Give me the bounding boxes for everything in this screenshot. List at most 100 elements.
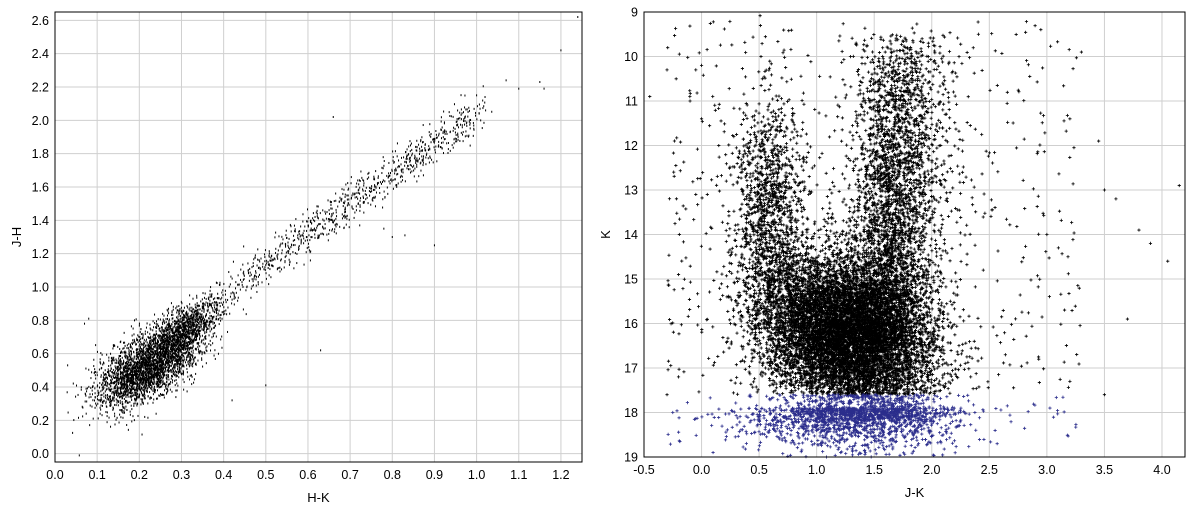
left-data-point bbox=[180, 334, 182, 337]
left-data-point bbox=[140, 398, 142, 401]
left-data-point bbox=[164, 352, 166, 355]
left-data-point bbox=[518, 87, 520, 90]
left-data-point bbox=[116, 391, 118, 394]
left-data-point bbox=[139, 338, 141, 341]
left-data-point bbox=[181, 354, 183, 357]
left-data-point bbox=[268, 255, 270, 258]
left-data-point bbox=[198, 341, 200, 344]
left-data-point bbox=[344, 211, 346, 214]
left-data-point bbox=[188, 364, 190, 367]
left-data-point bbox=[193, 378, 195, 381]
left-data-point bbox=[195, 326, 197, 329]
left-data-point bbox=[421, 145, 423, 148]
left-data-point bbox=[92, 385, 94, 388]
left-data-point bbox=[153, 385, 155, 388]
left-data-point bbox=[137, 334, 139, 337]
left-data-point bbox=[298, 246, 300, 249]
left-data-point bbox=[191, 338, 193, 341]
left-y-tick-label: 0.4 bbox=[32, 381, 49, 395]
left-data-point bbox=[149, 383, 151, 386]
left-data-point bbox=[149, 397, 151, 400]
left-data-point bbox=[344, 195, 346, 198]
left-data-point bbox=[121, 394, 123, 397]
left-data-point bbox=[177, 358, 179, 361]
left-data-point bbox=[188, 347, 190, 350]
left-data-point bbox=[119, 396, 121, 399]
left-data-point bbox=[366, 177, 368, 180]
left-data-point bbox=[129, 345, 131, 348]
left-data-point bbox=[461, 124, 463, 127]
left-data-point bbox=[159, 334, 161, 337]
left-data-point bbox=[452, 129, 454, 132]
left-data-point bbox=[171, 367, 173, 370]
left-data-point bbox=[175, 329, 177, 332]
left-data-point bbox=[123, 410, 125, 413]
left-data-point bbox=[117, 376, 119, 379]
left-data-point bbox=[457, 135, 459, 138]
left-data-point bbox=[318, 234, 320, 237]
left-data-point bbox=[150, 350, 152, 353]
left-data-point bbox=[329, 218, 331, 221]
left-data-point bbox=[312, 217, 314, 220]
left-data-point bbox=[198, 329, 200, 332]
left-data-point bbox=[225, 298, 227, 301]
left-data-point bbox=[206, 309, 208, 312]
left-data-point bbox=[178, 319, 180, 322]
left-data-point bbox=[102, 363, 104, 366]
left-data-point bbox=[169, 352, 171, 355]
left-data-point bbox=[359, 205, 361, 208]
left-data-point bbox=[150, 396, 152, 399]
left-data-point bbox=[174, 339, 176, 342]
left-data-point bbox=[435, 130, 437, 133]
left-data-point bbox=[139, 331, 141, 334]
left-data-point bbox=[195, 334, 197, 337]
left-data-point bbox=[241, 281, 243, 284]
left-data-point bbox=[159, 347, 161, 350]
left-data-point bbox=[351, 196, 353, 199]
left-data-point bbox=[168, 338, 170, 341]
left-data-point bbox=[203, 338, 205, 341]
left-data-point bbox=[120, 360, 122, 363]
left-data-point bbox=[142, 343, 144, 346]
left-data-point bbox=[97, 402, 99, 405]
left-data-point bbox=[140, 350, 142, 353]
left-data-point bbox=[144, 333, 146, 336]
left-data-point bbox=[177, 363, 179, 366]
left-data-point bbox=[142, 351, 144, 354]
left-data-point bbox=[460, 108, 462, 111]
left-data-point bbox=[184, 332, 186, 335]
left-data-point bbox=[160, 368, 162, 371]
left-data-point bbox=[113, 393, 115, 396]
left-data-point bbox=[271, 254, 273, 257]
left-data-point bbox=[78, 454, 80, 457]
left-data-point bbox=[119, 413, 121, 416]
left-data-point bbox=[155, 349, 157, 352]
left-data-point bbox=[443, 121, 445, 124]
left-data-point bbox=[390, 178, 392, 181]
left-data-point bbox=[249, 267, 251, 270]
left-data-point bbox=[185, 347, 187, 350]
left-data-point bbox=[379, 191, 381, 194]
left-data-point bbox=[125, 351, 127, 354]
left-data-point bbox=[166, 348, 168, 351]
left-data-point bbox=[174, 350, 176, 353]
left-data-point bbox=[294, 244, 296, 247]
left-data-point bbox=[379, 187, 381, 190]
left-data-point bbox=[391, 180, 393, 183]
left-data-point bbox=[198, 338, 200, 341]
left-data-point bbox=[181, 323, 183, 326]
left-data-point bbox=[207, 302, 209, 305]
left-data-point bbox=[172, 372, 174, 375]
left-data-point bbox=[159, 327, 161, 330]
left-data-point bbox=[342, 215, 344, 218]
left-data-point bbox=[94, 406, 96, 409]
left-data-point bbox=[96, 350, 98, 353]
left-data-point bbox=[175, 370, 177, 373]
left-data-point bbox=[346, 217, 348, 220]
left-data-point bbox=[433, 141, 435, 144]
left-data-point bbox=[117, 399, 119, 402]
left-data-point bbox=[118, 395, 120, 398]
left-data-point bbox=[276, 268, 278, 271]
left-data-point bbox=[230, 292, 232, 295]
left-data-point bbox=[179, 320, 181, 323]
